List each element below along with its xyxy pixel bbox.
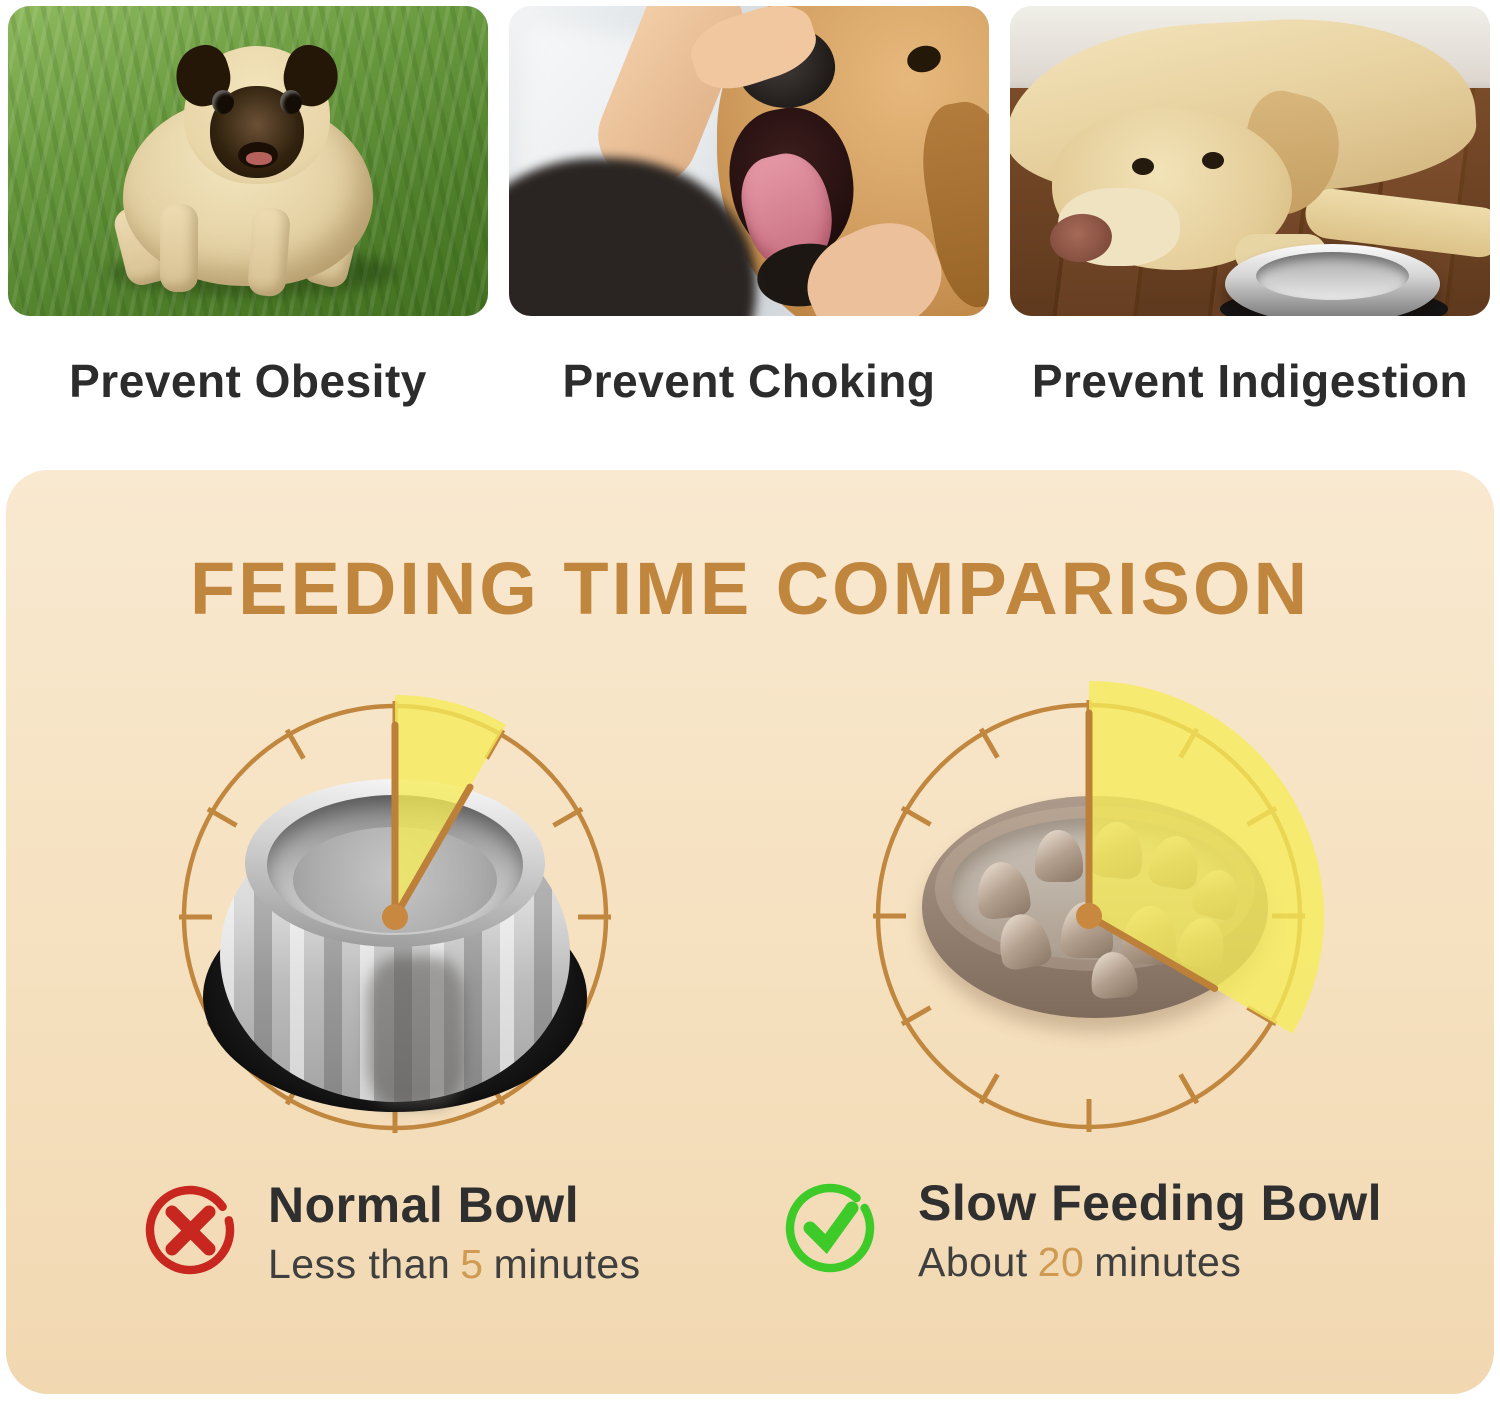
pug-eye bbox=[280, 90, 302, 114]
cross-icon bbox=[145, 1185, 235, 1275]
time-wedge bbox=[395, 695, 506, 917]
slow-bowl-text: Slow Feeding Bowl About 20 minutes bbox=[918, 1176, 1382, 1286]
clock-tick bbox=[552, 806, 584, 828]
normal-bowl-label: Normal Bowl bbox=[268, 1177, 580, 1233]
benefit-caption-choking: Prevent Choking bbox=[562, 355, 936, 407]
slow-bowl-clock bbox=[839, 666, 1339, 1166]
time-value: 20 bbox=[1037, 1239, 1085, 1285]
dog-beside-bowl-photo bbox=[1010, 6, 1490, 316]
benefit-caption-obesity: Prevent Obesity bbox=[69, 355, 427, 407]
bowl-reflection bbox=[367, 957, 465, 1107]
slow-bowl-label: Slow Feeding Bowl bbox=[918, 1175, 1383, 1231]
time-suffix: minutes bbox=[1094, 1239, 1242, 1285]
check-icon bbox=[785, 1183, 875, 1273]
normal-bowl-text: Normal Bowl Less than 5 minutes bbox=[268, 1178, 641, 1288]
slow-bowl-legend: Slow Feeding Bowl About 20 minutes bbox=[782, 1176, 1382, 1286]
clock-hand bbox=[391, 783, 474, 921]
clock-tick bbox=[978, 727, 1000, 759]
clock-tick bbox=[978, 1073, 1000, 1105]
clock-tick bbox=[484, 728, 506, 760]
clock-tick bbox=[1178, 1073, 1200, 1105]
clock-center-dot bbox=[1076, 903, 1102, 929]
time-prefix: About bbox=[918, 1239, 1028, 1285]
time-prefix: Less than bbox=[268, 1241, 451, 1287]
slow-bowl-time: About 20 minutes bbox=[918, 1239, 1382, 1286]
pug-head bbox=[168, 39, 346, 184]
clock-tick bbox=[284, 728, 306, 760]
pug-eye bbox=[212, 90, 234, 114]
time-overlay bbox=[382, 695, 506, 930]
benefits-row: Prevent Obesity Prevent Choking bbox=[8, 6, 1492, 408]
normal-bowl-legend: Normal Bowl Less than 5 minutes bbox=[142, 1178, 641, 1288]
clock-center-dot bbox=[382, 904, 408, 930]
lab-eye bbox=[1132, 158, 1154, 175]
time-wedge bbox=[1089, 681, 1324, 1034]
overweight-pug-photo bbox=[8, 6, 488, 316]
pug-tongue bbox=[246, 152, 272, 165]
benefit-obesity: Prevent Obesity bbox=[8, 6, 488, 408]
time-overlay bbox=[1076, 681, 1324, 1034]
lab-eye bbox=[1202, 152, 1224, 169]
benefit-choking: Prevent Choking bbox=[509, 6, 989, 408]
clock-tick bbox=[900, 805, 932, 827]
panel-title: FEEDING TIME COMPARISON bbox=[189, 547, 1311, 630]
normal-bowl-time: Less than 5 minutes bbox=[268, 1241, 641, 1288]
time-suffix: minutes bbox=[493, 1241, 641, 1287]
mouth-check-photo bbox=[509, 6, 989, 316]
benefit-caption-indigestion: Prevent Indigestion bbox=[1031, 355, 1469, 407]
clock-tick bbox=[206, 806, 238, 828]
time-value: 5 bbox=[460, 1241, 484, 1287]
normal-bowl-clock bbox=[145, 667, 645, 1167]
steel-bowl-inner bbox=[1256, 252, 1409, 300]
clock-hand bbox=[1085, 912, 1219, 992]
clock-tick bbox=[900, 1005, 932, 1027]
benefit-indigestion: Prevent Indigestion bbox=[1010, 6, 1490, 408]
